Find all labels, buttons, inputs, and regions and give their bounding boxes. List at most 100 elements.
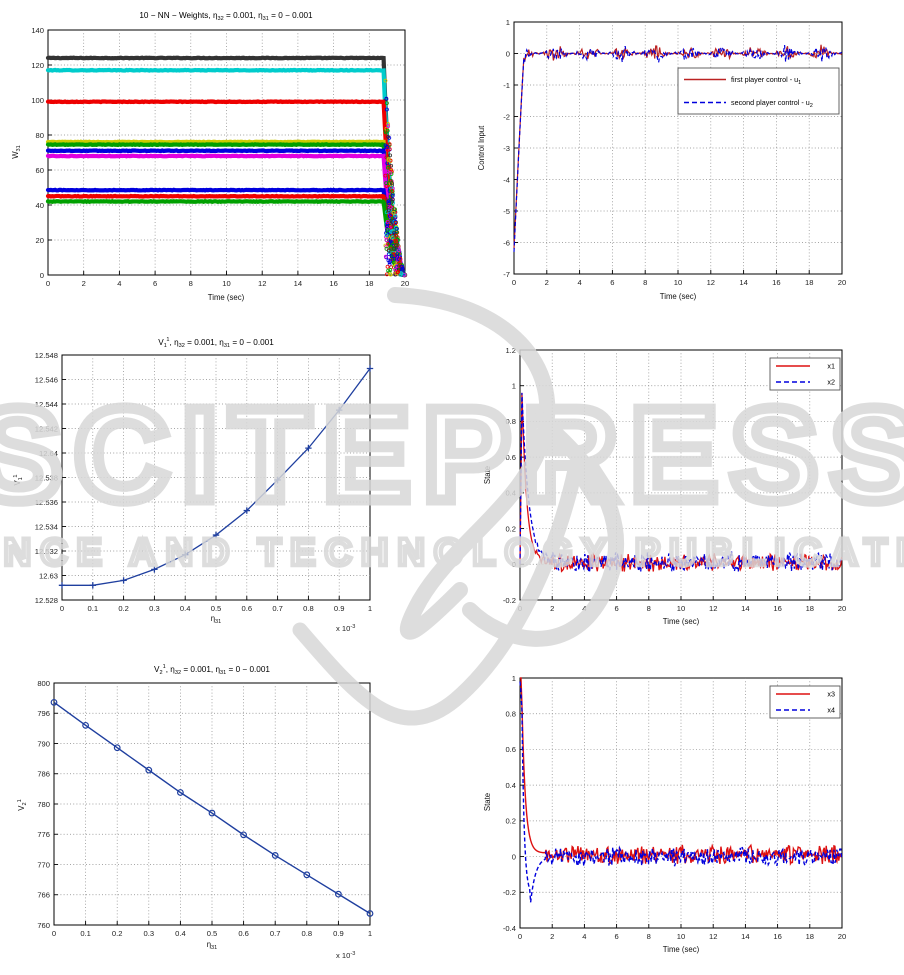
svg-text:776: 776	[37, 830, 50, 839]
svg-text:120: 120	[31, 61, 44, 70]
y-axis-label: V21	[17, 799, 28, 810]
svg-text:8: 8	[647, 932, 651, 941]
weight-trace-w8	[45, 187, 408, 278]
svg-text:20: 20	[36, 236, 44, 245]
chart-state-x3-x4: 0 2 4 6 8 10 12 14 16 18 20 -0.4 -0.2 0 0.2 0.4 0.6 0.8 1 …	[452, 650, 904, 975]
svg-text:8: 8	[643, 278, 647, 287]
svg-text:8: 8	[189, 279, 193, 288]
legend[interactable]: x1 x2	[769, 357, 841, 391]
svg-text:12: 12	[258, 279, 266, 288]
legend[interactable]: x3 x4	[769, 685, 841, 719]
svg-text:-1: -1	[503, 81, 510, 90]
svg-text:12.64: 12.64	[39, 449, 58, 458]
svg-text:12.536: 12.536	[35, 498, 58, 507]
weight-trace-w1	[45, 55, 408, 278]
weight-trace-w7	[45, 153, 408, 278]
x-axis-label: Time (sec)	[660, 292, 697, 301]
svg-text:6: 6	[614, 604, 618, 613]
svg-text:790: 790	[37, 739, 50, 748]
v2-curve	[53, 701, 371, 915]
svg-text:1: 1	[512, 674, 516, 683]
svg-text:0.8: 0.8	[302, 929, 313, 938]
axis-ticks: 0 0.1 0.2 0.3 0.4 0.5 0.6 0.7 0.8 0.9 1 760 766 770 77…	[37, 679, 372, 938]
svg-text:0.4: 0.4	[505, 489, 516, 498]
svg-text:first player control - u1: first player control - u1	[731, 75, 801, 86]
weight-trace-w2	[45, 67, 408, 278]
data-marker	[366, 365, 374, 372]
y-axis-label: State	[483, 793, 492, 811]
weight-trace-w10	[45, 198, 408, 278]
svg-text:0.4: 0.4	[175, 929, 186, 938]
svg-text:18: 18	[805, 278, 813, 287]
svg-text:0.2: 0.2	[505, 524, 516, 533]
svg-text:40: 40	[36, 201, 44, 210]
svg-text:-6: -6	[503, 238, 510, 247]
data-marker	[305, 444, 312, 452]
svg-text:0.6: 0.6	[242, 604, 253, 613]
svg-text:0.8: 0.8	[505, 417, 516, 426]
svg-text:12.534: 12.534	[35, 522, 58, 531]
data-marker	[50, 698, 58, 706]
svg-text:796: 796	[37, 709, 50, 718]
x-axis-label: Time (sec)	[663, 617, 700, 626]
svg-text:0.5: 0.5	[207, 929, 218, 938]
svg-text:20: 20	[838, 278, 846, 287]
svg-text:16: 16	[772, 278, 780, 287]
svg-text:2: 2	[550, 604, 554, 613]
svg-text:-4: -4	[503, 175, 510, 184]
svg-text:-2: -2	[503, 112, 510, 121]
svg-text:100: 100	[31, 96, 44, 105]
svg-text:6: 6	[614, 932, 618, 941]
svg-text:6: 6	[153, 279, 157, 288]
data-marker	[82, 721, 89, 729]
svg-text:0.2: 0.2	[505, 817, 516, 826]
chart-state-x1-x2: 0 2 4 6 8 10 12 14 16 18 20 -0.2 0 0.2 0.4 0.6 0.8 1 1.2 x…	[452, 325, 904, 650]
axis-ticks: 0 2 4 6 8 10 12 14 16 18 20 -0.4 -0.2 0 0.2 0.4 0.6 0.8 1	[503, 674, 846, 941]
svg-text:14: 14	[741, 604, 749, 613]
svg-text:60: 60	[36, 166, 44, 175]
svg-text:12: 12	[709, 604, 717, 613]
svg-text:0.9: 0.9	[333, 929, 344, 938]
svg-text:4: 4	[582, 932, 586, 941]
svg-text:20: 20	[838, 932, 846, 941]
svg-text:0.2: 0.2	[118, 604, 129, 613]
svg-text:8: 8	[647, 604, 651, 613]
data-marker	[240, 831, 248, 839]
svg-text:14: 14	[739, 278, 747, 287]
svg-text:1: 1	[368, 929, 372, 938]
svg-text:10: 10	[222, 279, 230, 288]
svg-text:0.6: 0.6	[505, 745, 516, 754]
svg-text:2: 2	[545, 278, 549, 287]
svg-text:0.6: 0.6	[505, 453, 516, 462]
svg-text:6: 6	[610, 278, 614, 287]
data-marker	[89, 582, 96, 589]
svg-text:0.8: 0.8	[303, 604, 314, 613]
data-marker	[113, 744, 121, 752]
svg-text:0.5: 0.5	[211, 604, 222, 613]
svg-text:1: 1	[512, 382, 516, 391]
legend[interactable]: first player control - u1 second player c…	[677, 67, 840, 115]
svg-text:0: 0	[512, 852, 516, 861]
svg-text:0: 0	[60, 604, 64, 613]
svg-text:0: 0	[512, 560, 516, 569]
data-marker	[58, 582, 66, 589]
control-trace-u2	[513, 44, 843, 252]
svg-text:12.528: 12.528	[35, 596, 58, 605]
y-axis-label: State	[483, 466, 492, 484]
x-axis-exponent: x 10-3	[336, 624, 355, 633]
svg-text:-5: -5	[503, 207, 510, 216]
svg-text:12.538: 12.538	[35, 473, 58, 482]
svg-text:0.8: 0.8	[505, 710, 516, 719]
svg-text:-0.2: -0.2	[503, 888, 516, 897]
svg-text:80: 80	[36, 131, 44, 140]
svg-text:20: 20	[401, 279, 409, 288]
svg-text:10: 10	[677, 604, 685, 613]
svg-text:4: 4	[117, 279, 121, 288]
svg-text:4: 4	[577, 278, 581, 287]
svg-text:-7: -7	[503, 270, 510, 279]
x-axis-exponent: x 10-3	[336, 951, 355, 960]
svg-text:0.6: 0.6	[238, 929, 249, 938]
svg-text:0: 0	[506, 49, 510, 58]
weight-trace-w4	[45, 139, 408, 278]
svg-text:0.4: 0.4	[180, 604, 191, 613]
